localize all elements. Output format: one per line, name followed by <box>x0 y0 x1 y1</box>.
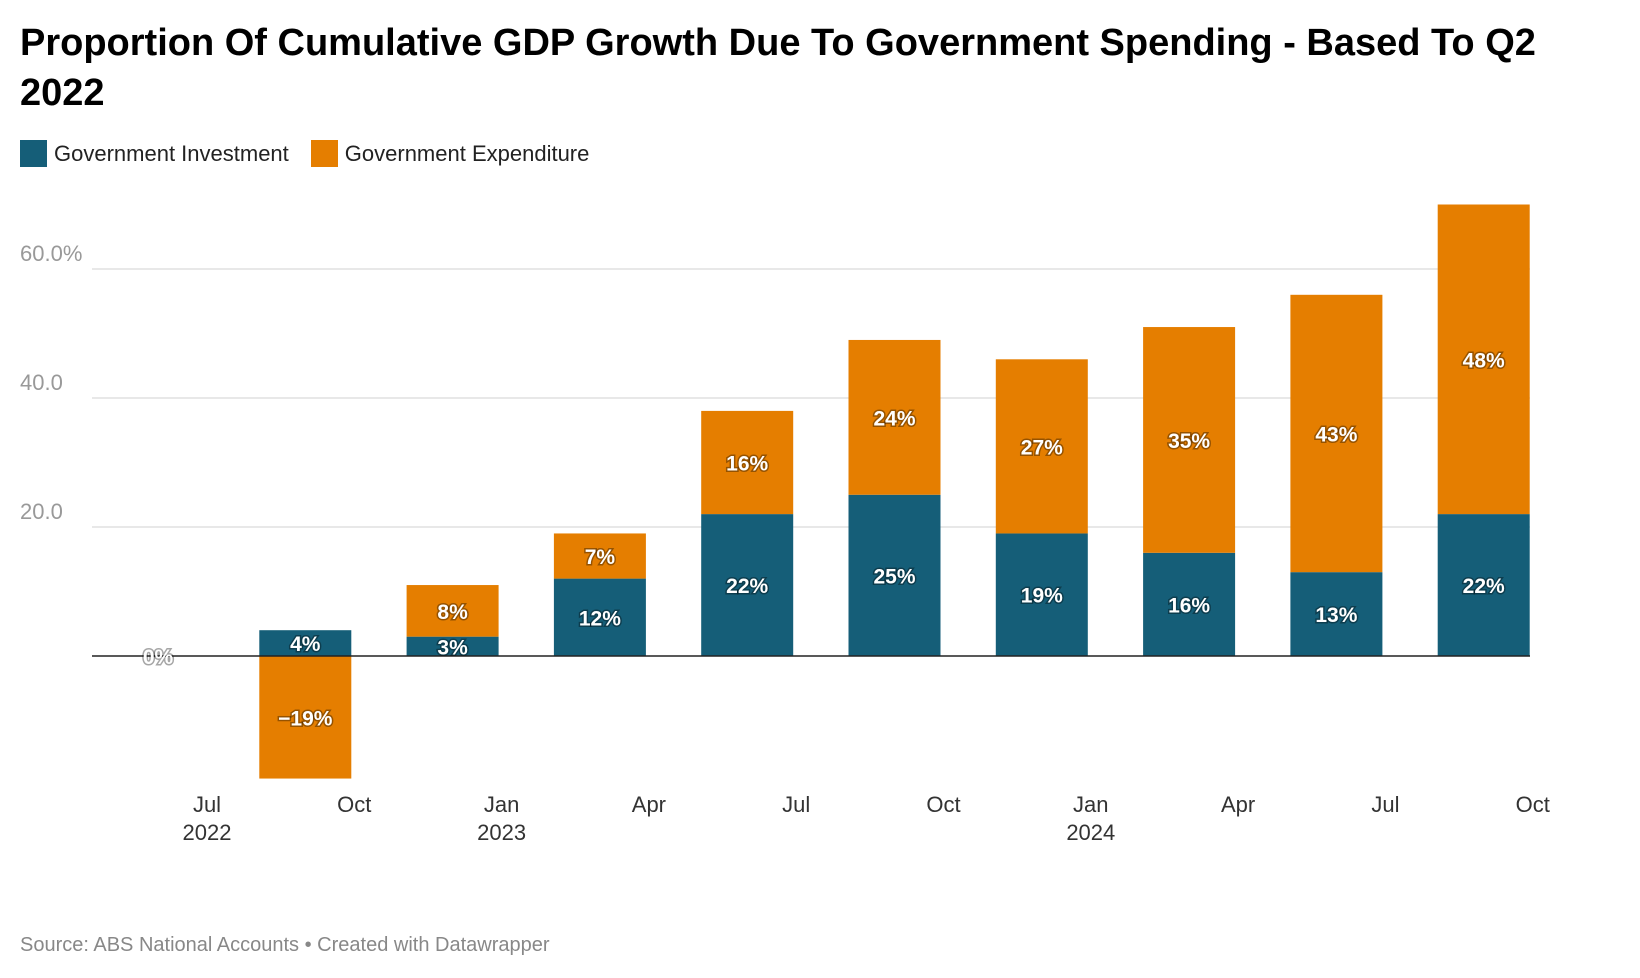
x-tick-label: Oct <box>337 792 371 817</box>
data-label-investment: 3% <box>437 636 468 659</box>
stacked-bar-chart: 20.0 40.0 60.0% 0% 4% −19% 3% 8% 12% 7% 22% 16% 25% 2… <box>20 204 1550 845</box>
x-tick-label: Oct <box>1516 792 1550 817</box>
data-label-expenditure: 27% <box>1021 436 1063 459</box>
data-label-investment: 22% <box>726 575 768 598</box>
data-label-investment: 0% <box>143 646 174 669</box>
data-label-investment: 19% <box>1021 585 1063 608</box>
data-label-investment: 4% <box>290 633 321 656</box>
bar-expenditure <box>553 533 646 579</box>
x-tick-label: Jan <box>1073 792 1108 817</box>
bar-expenditure <box>1143 327 1236 553</box>
bar-expenditure <box>259 656 352 779</box>
x-tick-label: Jan <box>484 792 519 817</box>
data-label-investment: 12% <box>579 607 621 630</box>
legend-item-investment: Government Investment <box>20 140 289 167</box>
x-tick-label: Apr <box>1221 792 1255 817</box>
source-note: Source: ABS National Accounts • Created … <box>20 934 550 956</box>
data-label-expenditure: 35% <box>1168 430 1210 453</box>
bar-investment <box>701 514 794 656</box>
bar-investment <box>848 494 941 656</box>
data-label-expenditure: 48% <box>1463 349 1505 372</box>
x-tick-label: 2022 <box>183 820 232 845</box>
legend: Government Investment Government Expendi… <box>20 140 611 167</box>
data-label-expenditure: 43% <box>1315 423 1357 446</box>
y-tick-label: 40.0 <box>20 370 63 395</box>
data-label-investment: 22% <box>1463 575 1505 598</box>
bar-expenditure <box>848 339 941 495</box>
legend-swatch-expenditure <box>310 140 338 167</box>
bar-investment <box>553 578 646 656</box>
data-label-expenditure: 24% <box>873 407 915 430</box>
data-label-expenditure: 7% <box>585 546 616 569</box>
y-tick-label: 20.0 <box>20 499 63 524</box>
x-tick-label: Apr <box>632 792 666 817</box>
legend-label-expenditure: Government Expenditure <box>344 140 590 166</box>
chart-title: Proportion Of Cumulative GDP Growth Due … <box>20 22 1536 114</box>
bar-expenditure <box>1437 204 1530 515</box>
x-tick-label: Jul <box>782 792 810 817</box>
bar-expenditure <box>701 410 794 515</box>
bar-expenditure <box>1290 294 1383 573</box>
bar-investment <box>1290 572 1383 656</box>
bar-investment <box>259 630 352 656</box>
legend-item-expenditure: Government Expenditure <box>310 140 590 167</box>
data-label-investment: 13% <box>1315 604 1357 627</box>
bar-investment <box>406 636 499 656</box>
legend-label-investment: Government Investment <box>54 140 289 166</box>
data-label-investment: 16% <box>1168 594 1210 617</box>
bar-investment <box>1437 514 1530 656</box>
bar-expenditure <box>995 359 1088 534</box>
x-tick-label: Oct <box>926 792 960 817</box>
data-label-investment: 25% <box>873 565 915 588</box>
bar-expenditure <box>406 585 499 637</box>
bar-investment <box>995 533 1088 656</box>
data-label-expenditure: 16% <box>726 453 768 476</box>
y-tick-label: 60.0% <box>20 241 82 266</box>
x-tick-label: Jul <box>1371 792 1399 817</box>
data-label-expenditure: 8% <box>437 601 468 624</box>
data-label-expenditure: −19% <box>278 707 333 730</box>
bar-investment <box>1143 552 1236 656</box>
x-tick-label: 2023 <box>477 820 526 845</box>
x-tick-label: 2024 <box>1066 820 1115 845</box>
x-tick-label: Jul <box>193 792 221 817</box>
legend-swatch-investment <box>20 140 47 167</box>
